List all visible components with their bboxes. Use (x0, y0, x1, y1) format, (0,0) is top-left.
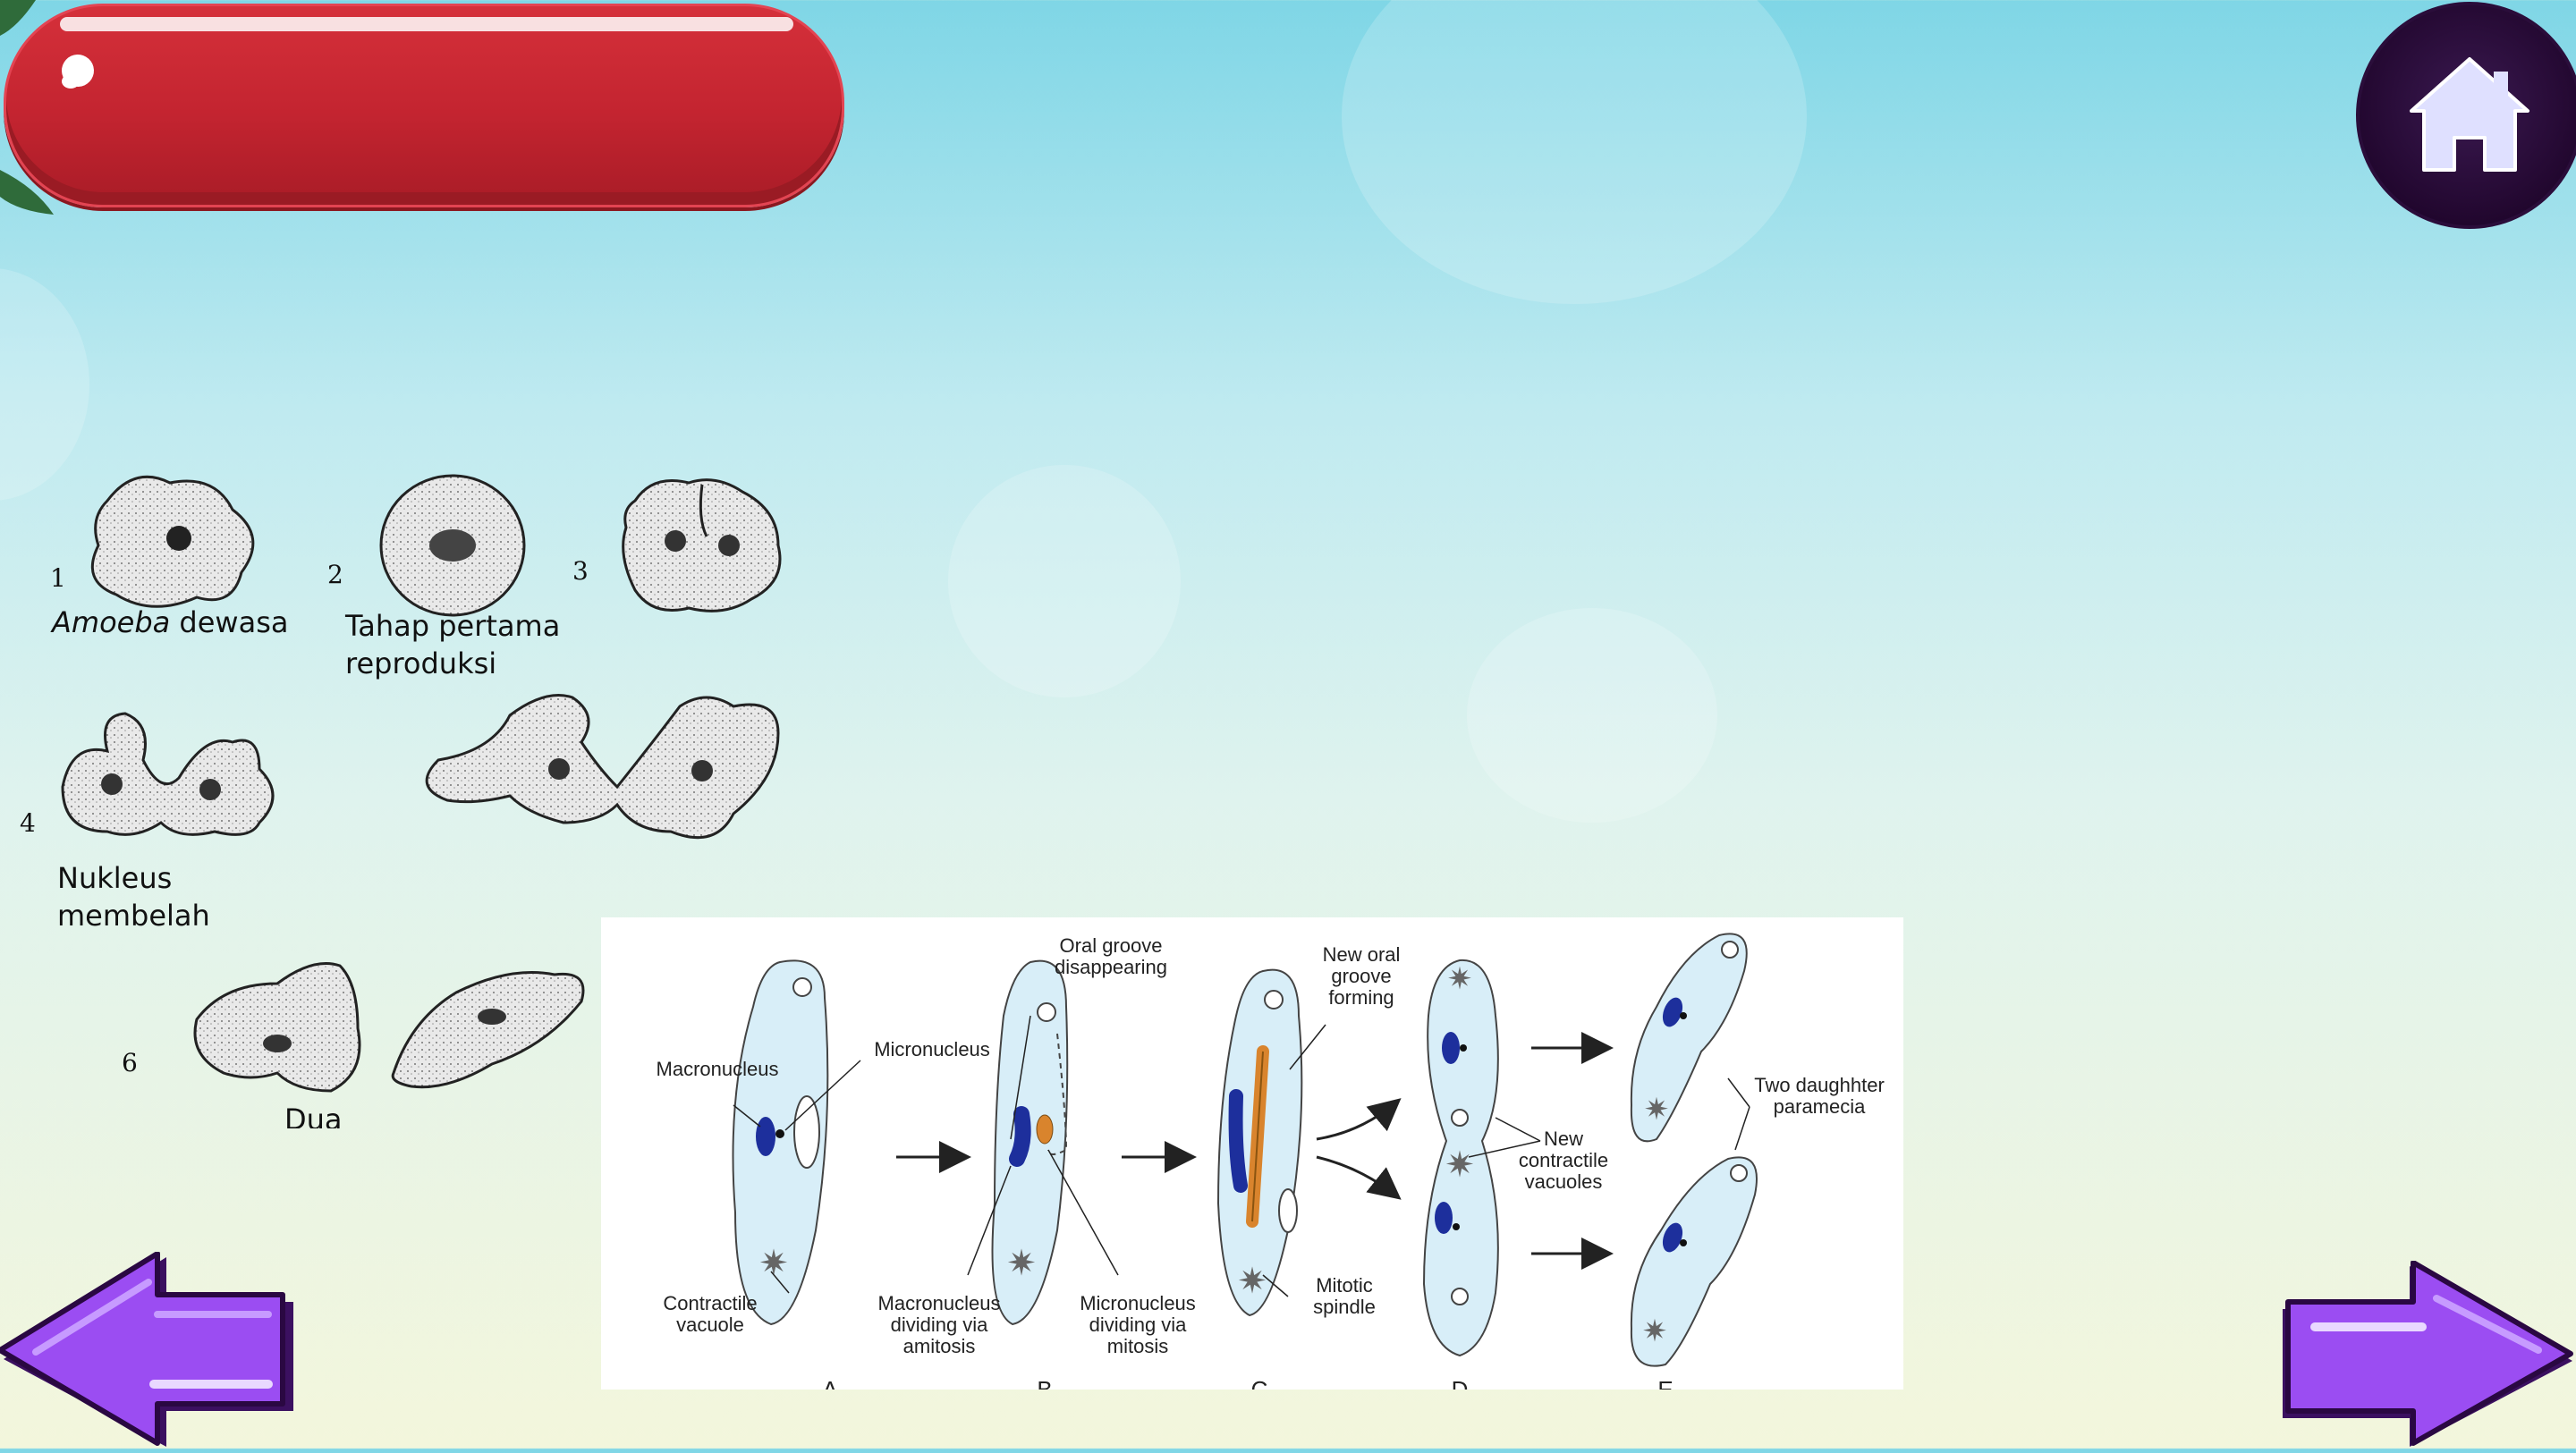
step1-label-italic: Amoeba (52, 605, 171, 639)
label-mitotic-spindle: Mitotic spindle (1313, 1274, 1376, 1319)
step4-label-line1: Nukleus (57, 861, 173, 895)
step4-label-line2: membelah (57, 898, 210, 933)
step-number: 1 (50, 563, 66, 593)
amoeba-cell-3 (622, 478, 782, 612)
paramecium-fission-figure: ✷ ✷ ✷ ✷ ✷ ✷ ✷ (601, 917, 1903, 1390)
stage-letter: A (812, 1377, 848, 1390)
step2-label: Tahap pertama reproduksi (345, 608, 560, 682)
svg-text:✷: ✷ (1445, 1145, 1475, 1185)
paramecium-daughter-bottom (1630, 1156, 1758, 1367)
amoeba-cell-5 (425, 694, 780, 840)
home-button[interactable] (2356, 2, 2576, 229)
svg-text:✷: ✷ (1642, 1314, 1668, 1348)
leaf-decoration (0, 0, 54, 215)
label-new-oral-groove: New oral groove forming (1322, 943, 1401, 1009)
label-oral-groove-disappearing: Oral groove disappearing (1055, 934, 1167, 979)
stage-letter: D (1442, 1377, 1478, 1390)
step-number: 2 (327, 560, 343, 589)
label-contractile-vacuole: Contractile vacuole (663, 1292, 758, 1337)
stage-letter: C (1241, 1377, 1277, 1390)
background-bokeh (948, 465, 1181, 697)
svg-text:✷: ✷ (1006, 1244, 1037, 1283)
step2-label-line2: reproduksi (345, 646, 497, 680)
label-new-contractile-vacuoles: New contractile vacuoles (1518, 1128, 1609, 1194)
title-banner (4, 4, 844, 207)
step1-label: Amoeba dewasa (52, 604, 288, 642)
step2-label-line1: Tahap pertama (345, 609, 561, 643)
svg-text:✷: ✷ (1237, 1262, 1267, 1301)
step1-label-rest: dewasa (170, 605, 289, 639)
paramecium-daughter-top (1630, 933, 1748, 1143)
arrow-right-icon (2283, 1260, 2573, 1447)
label-micronucleus-dividing: Micronucleus dividing via mitosis (1080, 1292, 1196, 1358)
background-bokeh (1342, 0, 1807, 304)
stage-letter: B (1027, 1377, 1063, 1390)
svg-text:✷: ✷ (1447, 962, 1473, 996)
paramecium-cell-d (1422, 959, 1499, 1357)
amoeba-cell-4 (61, 712, 275, 836)
banner-shine (60, 17, 793, 31)
arrow-left-icon (0, 1251, 293, 1447)
step6-label: Dua (284, 1102, 343, 1128)
step-number: 6 (122, 1048, 138, 1077)
label-macronucleus: Macronucleus (656, 1058, 779, 1080)
svg-text:✷: ✷ (758, 1244, 789, 1283)
step-number: 4 (20, 808, 36, 838)
stage-letter: E (1648, 1377, 1683, 1390)
amoeba-drawing (61, 474, 782, 1093)
svg-text:✷: ✷ (1644, 1093, 1670, 1127)
amoeba-reproduction-figure: 1 2 3 4 6 Amoeba dewasa Tahap pertama re… (20, 447, 805, 1136)
step-number: 3 (572, 556, 589, 586)
label-two-daughter: Two daughhter paramecia (1754, 1074, 1885, 1119)
next-button[interactable] (2279, 1260, 2576, 1453)
label-micronucleus: Micronucleus (874, 1038, 990, 1060)
background-bokeh (1467, 608, 1717, 823)
paramecium-drawing: ✷ ✷ ✷ ✷ ✷ ✷ ✷ (732, 933, 1758, 1367)
prev-button[interactable] (0, 1251, 304, 1453)
paramecium-cell-a (732, 959, 829, 1326)
home-icon (2410, 57, 2529, 172)
step4-label: Nukleus membelah (57, 860, 210, 934)
amoeba-cell-6a (193, 962, 361, 1093)
banner-shine (62, 74, 80, 89)
label-macronucleus-dividing: Macronucleus dividing via amitosis (877, 1292, 1001, 1358)
amoeba-cell-6b (391, 971, 585, 1089)
